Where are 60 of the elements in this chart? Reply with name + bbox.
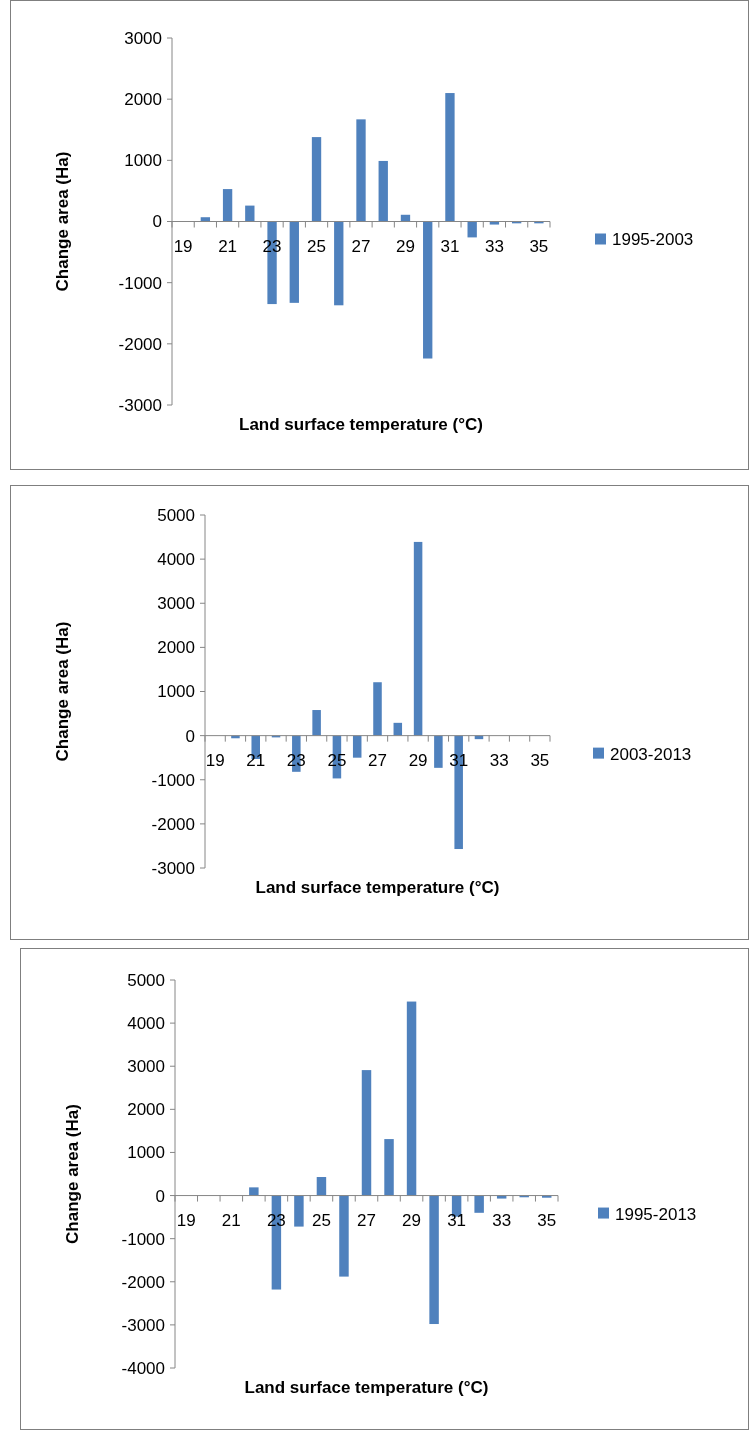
y-axis-title: Change area (Ha) (53, 151, 72, 292)
x-tick-label: 31 (440, 236, 460, 256)
x-tick-label: 21 (218, 236, 238, 256)
y-tick-label: 2000 (157, 638, 195, 658)
x-tick-label: 27 (368, 750, 387, 770)
y-tick-label: 1000 (157, 682, 195, 702)
y-tick-label: 5000 (157, 505, 195, 525)
y-tick-label: -3000 (118, 395, 162, 415)
x-axis-title: Land surface temperature (°C) (255, 878, 500, 897)
x-tick-label: 33 (489, 750, 509, 770)
x-tick-label: 33 (484, 236, 504, 256)
x-tick-label: 29 (408, 750, 428, 770)
y-tick-label: 0 (152, 212, 162, 232)
x-tick-label: 19 (173, 236, 193, 256)
y-tick-label: 0 (155, 1186, 165, 1206)
y-tick-label: -2000 (151, 814, 195, 834)
y-tick-label: -2000 (121, 1272, 165, 1292)
x-tick-label: 31 (449, 750, 469, 770)
y-tick-label: 3000 (127, 1057, 165, 1077)
x-tick-label: 29 (396, 236, 415, 256)
y-axis-title: Change area (Ha) (53, 621, 72, 762)
x-tick-label: 21 (246, 750, 266, 770)
x-tick-label: 29 (402, 1210, 422, 1230)
x-tick-label: 25 (311, 1210, 331, 1230)
y-tick-label: -1000 (151, 770, 195, 790)
y-tick-label: 4000 (127, 1014, 165, 1034)
y-tick-label: -1000 (121, 1229, 165, 1249)
y-tick-label: 4000 (157, 550, 195, 570)
legend-label: 1995-2003 (612, 230, 694, 250)
y-tick-label: 1000 (127, 1143, 165, 1163)
y-tick-label: 1000 (124, 151, 162, 171)
x-tick-label: 25 (307, 236, 326, 256)
y-tick-label: 0 (185, 726, 195, 746)
x-tick-label: 23 (286, 750, 306, 770)
y-tick-label: 2000 (124, 90, 162, 110)
y-tick-label: -4000 (121, 1358, 165, 1378)
x-tick-label: 35 (530, 750, 550, 770)
y-tick-label: -3000 (121, 1315, 165, 1335)
y-tick-label: 3000 (124, 28, 162, 48)
legend-label: 1995-2013 (615, 1204, 697, 1224)
x-tick-label: 21 (221, 1210, 241, 1230)
y-tick-label: -3000 (151, 858, 195, 878)
x-axis-title: Land surface temperature (°C) (244, 1378, 489, 1397)
legend-label: 2003-2013 (610, 744, 692, 764)
x-tick-label: 33 (492, 1210, 512, 1230)
y-tick-label: 5000 (127, 970, 165, 990)
y-axis-title: Change area (Ha) (63, 1104, 82, 1244)
x-tick-label: 19 (205, 750, 225, 770)
y-tick-label: 3000 (157, 594, 195, 614)
x-tick-label: 35 (529, 236, 549, 256)
x-tick-label: 19 (176, 1210, 196, 1230)
x-axis-title: Land surface temperature (°C) (239, 415, 483, 434)
x-tick-label: 27 (351, 236, 371, 256)
x-tick-label: 31 (447, 1210, 467, 1230)
y-tick-label: -2000 (118, 334, 162, 354)
x-tick-label: 25 (327, 750, 347, 770)
y-tick-label: 2000 (127, 1100, 165, 1120)
x-tick-label: 35 (537, 1210, 557, 1230)
x-tick-label: 27 (357, 1210, 376, 1230)
y-tick-label: -1000 (118, 273, 162, 293)
